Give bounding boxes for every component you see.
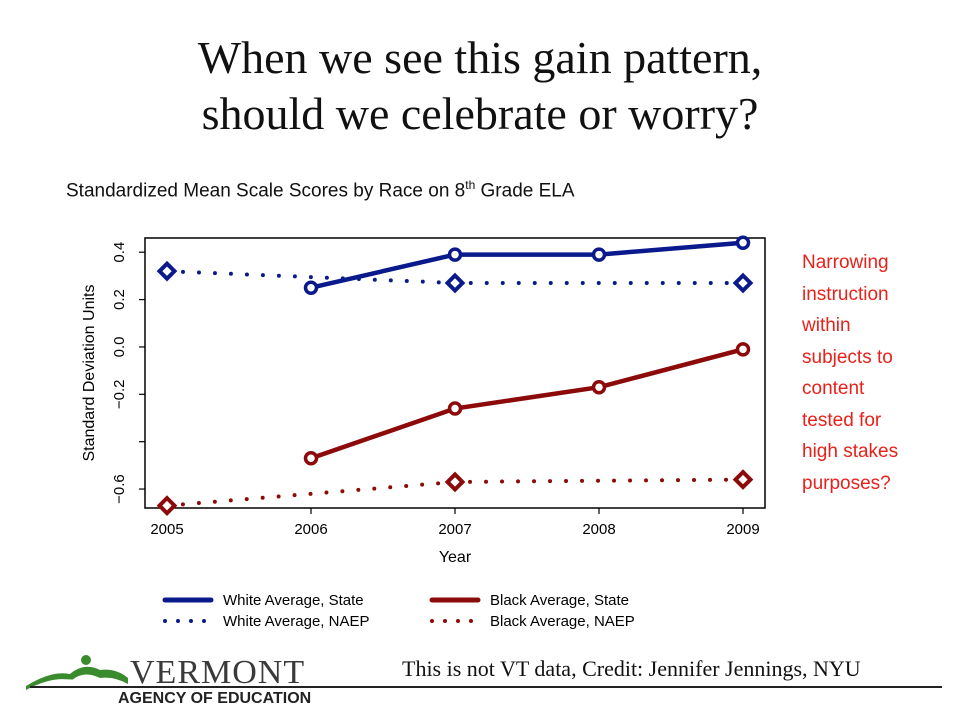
series-line [311, 349, 743, 458]
y-tick-label: 0.4 [111, 242, 128, 263]
side-note-line: within [802, 310, 952, 342]
side-note-line: content [802, 373, 952, 405]
data-point-diamond [160, 264, 175, 279]
logo-subtitle: AGENCY OF EDUCATION [118, 690, 311, 708]
y-tick-label: 0.2 [111, 289, 128, 310]
side-note-line: subjects to [802, 342, 952, 374]
legend-label: White Average, NAEP [223, 613, 369, 630]
x-tick-label: 2005 [150, 521, 183, 538]
data-point-circle [738, 237, 749, 248]
side-note-line: high stakes [802, 436, 952, 468]
side-note-line: Narrowing [802, 247, 952, 279]
y-axis-label: Standard Deviation Units [81, 285, 98, 462]
x-tick-label: 2006 [294, 521, 327, 538]
x-axis-label: Year [439, 549, 472, 566]
footer-divider [30, 686, 942, 688]
data-point-diamond [160, 498, 175, 513]
data-point-circle [594, 382, 605, 393]
side-note-line: instruction [802, 279, 952, 311]
data-point-diamond [448, 276, 463, 291]
data-point-circle [738, 344, 749, 355]
side-note-line: tested for [802, 405, 952, 437]
credit-text: This is not VT data, Credit: Jennifer Je… [402, 656, 861, 682]
y-tick-label: −0.6 [111, 474, 128, 504]
side-note-line: purposes? [802, 468, 952, 500]
data-point-circle [306, 453, 317, 464]
side-note: Narrowing instruction within subjects to con… [802, 247, 952, 499]
legend-label: Black Average, NAEP [490, 613, 635, 630]
x-tick-label: 2007 [438, 521, 471, 538]
x-tick-label: 2008 [582, 521, 615, 538]
legend-label: White Average, State [223, 592, 364, 609]
y-tick-label: 0.0 [111, 337, 128, 358]
data-point-circle [450, 249, 461, 260]
legend-label: Black Average, State [490, 592, 629, 609]
y-tick-label: −0.2 [111, 380, 128, 410]
data-point-diamond [448, 474, 463, 489]
data-point-circle [306, 282, 317, 293]
data-point-circle [450, 403, 461, 414]
x-tick-label: 2009 [726, 521, 759, 538]
data-point-diamond [736, 472, 751, 487]
data-point-diamond [736, 276, 751, 291]
data-point-circle [594, 249, 605, 260]
